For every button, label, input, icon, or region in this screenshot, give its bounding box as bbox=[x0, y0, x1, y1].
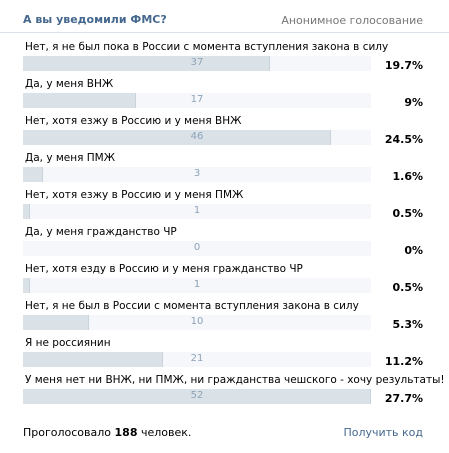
answer-bar-fill bbox=[23, 56, 270, 71]
answer-percent: 1.6% bbox=[392, 170, 423, 183]
answer-label: Я не россиянин bbox=[25, 337, 111, 349]
answer-vote-count: 52 bbox=[190, 390, 204, 401]
poll-answer: Я не россиянин 21 11.2% bbox=[0, 336, 449, 373]
poll-answer: У меня нет ни ВНЖ, ни ПМЖ, ни гражданств… bbox=[0, 373, 449, 410]
answer-bar-track: 10 bbox=[23, 315, 371, 330]
answer-bar-track: 37 bbox=[23, 56, 371, 71]
answer-percent: 0% bbox=[404, 244, 423, 257]
poll-answer: Да, у меня ВНЖ 17 9% bbox=[0, 77, 449, 114]
answer-label: У меня нет ни ВНЖ, ни ПМЖ, ни гражданств… bbox=[25, 374, 445, 386]
answer-percent: 9% bbox=[404, 96, 423, 109]
answer-percent: 5.3% bbox=[392, 318, 423, 331]
answer-vote-count: 21 bbox=[190, 353, 204, 364]
answer-vote-count: 10 bbox=[190, 316, 204, 327]
poll-answer: Да, у меня гражданство ЧР 0 0% bbox=[0, 225, 449, 262]
poll-footer: Проголосовало 188 человек. Получить код bbox=[0, 424, 449, 444]
answer-label: Нет, хотя езду в Россию и у меня граждан… bbox=[25, 263, 303, 275]
voted-suffix: человек. bbox=[141, 426, 192, 439]
answer-bar-fill bbox=[23, 315, 89, 330]
answer-bar-fill bbox=[23, 389, 371, 404]
answer-bar-track: 0 bbox=[23, 241, 371, 256]
poll-title: А вы уведомили ФМС? bbox=[23, 13, 167, 26]
poll-answer: Нет, хотя езду в Россию и у меня граждан… bbox=[0, 262, 449, 299]
poll-answer: Нет, хотя езжу в Россию и у меня ВНЖ 46 24… bbox=[0, 114, 449, 151]
poll-answer: Да, у меня ПМЖ 3 1.6% bbox=[0, 151, 449, 188]
answer-bar-fill bbox=[23, 93, 136, 108]
answer-bar-fill bbox=[23, 204, 30, 219]
answer-bar-track: 1 bbox=[23, 278, 371, 293]
answer-bar-track: 1 bbox=[23, 204, 371, 219]
voted-summary: Проголосовало 188 человек. bbox=[23, 426, 191, 439]
answer-label: Нет, хотя езжу в Россию и у меня ВНЖ bbox=[25, 115, 242, 127]
answer-vote-count: 37 bbox=[190, 57, 204, 68]
answer-bar-track: 21 bbox=[23, 352, 371, 367]
answer-vote-count: 3 bbox=[193, 168, 201, 179]
answer-percent: 24.5% bbox=[384, 133, 423, 146]
poll-answer: Нет, хотя езжу в Россию и у меня ПМЖ 1 0.5… bbox=[0, 188, 449, 225]
answer-label: Да, у меня гражданство ЧР bbox=[25, 226, 177, 238]
answer-bar-fill bbox=[23, 352, 163, 367]
answer-percent: 19.7% bbox=[384, 59, 423, 72]
answer-percent: 11.2% bbox=[384, 355, 423, 368]
answer-vote-count: 0 bbox=[193, 242, 201, 253]
poll-answer: Нет, я не был пока в России с момента вс… bbox=[0, 40, 449, 77]
answer-percent: 0.5% bbox=[392, 281, 423, 294]
answer-bar-fill bbox=[23, 278, 30, 293]
answer-bar-track: 3 bbox=[23, 167, 371, 182]
answer-vote-count: 1 bbox=[193, 205, 201, 216]
poll-answers: Нет, я не был пока в России с момента вс… bbox=[0, 40, 449, 410]
answer-bar-fill bbox=[23, 130, 331, 145]
anonymous-vote-label: Анонимное голосование bbox=[281, 14, 423, 27]
answer-bar-fill bbox=[23, 167, 43, 182]
get-code-link[interactable]: Получить код bbox=[343, 426, 423, 439]
answer-label: Нет, я не был в России с момента вступле… bbox=[25, 300, 359, 312]
answer-vote-count: 1 bbox=[193, 279, 201, 290]
answer-vote-count: 46 bbox=[190, 131, 204, 142]
answer-label: Нет, я не был пока в России с момента вс… bbox=[25, 41, 389, 53]
answer-bar-track: 46 bbox=[23, 130, 371, 145]
voted-prefix: Проголосовало bbox=[23, 426, 112, 439]
answer-bar-track: 52 bbox=[23, 389, 371, 404]
answer-percent: 0.5% bbox=[392, 207, 423, 220]
answer-vote-count: 17 bbox=[190, 94, 204, 105]
answer-label: Да, у меня ПМЖ bbox=[25, 152, 116, 164]
poll-answer: Нет, я не был в России с момента вступле… bbox=[0, 299, 449, 336]
voted-count: 188 bbox=[114, 426, 138, 439]
answer-bar-track: 17 bbox=[23, 93, 371, 108]
poll-header: А вы уведомили ФМС? Анонимное голосовани… bbox=[0, 0, 449, 33]
answer-label: Нет, хотя езжу в Россию и у меня ПМЖ bbox=[25, 189, 244, 201]
answer-percent: 27.7% bbox=[384, 392, 423, 405]
answer-label: Да, у меня ВНЖ bbox=[25, 78, 114, 90]
